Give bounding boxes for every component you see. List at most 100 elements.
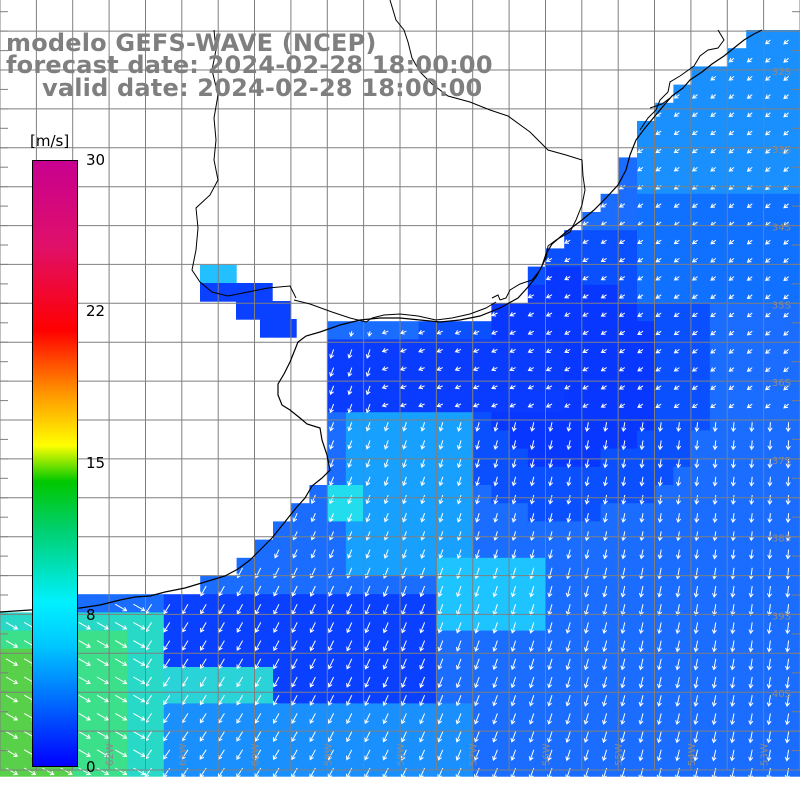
- wind-speed-cell: [564, 557, 583, 577]
- wind-arrow: [383, 513, 389, 523]
- wind-speed-cell: [509, 703, 529, 723]
- wind-arrow: [400, 731, 407, 743]
- wind-speed-cell: [728, 357, 747, 377]
- wind-arrow: [254, 622, 262, 633]
- wind-arrow: [694, 458, 700, 469]
- latitude-label: 32S: [772, 67, 791, 78]
- wind-arrow: [728, 112, 735, 118]
- wind-arrow: [620, 585, 626, 598]
- wind-speed-cell: [782, 66, 800, 86]
- wind-arrow: [454, 384, 462, 390]
- wind-speed-cell: [0, 703, 19, 723]
- wind-speed-cell: [746, 84, 765, 104]
- wind-arrow: [657, 531, 663, 542]
- wind-arrow: [582, 348, 589, 353]
- wind-speed-cell: [782, 48, 800, 67]
- wind-speed-cell: [273, 539, 292, 559]
- wind-speed-cell: [327, 758, 347, 777]
- wind-speed-cell: [436, 576, 456, 595]
- wind-arrow: [236, 731, 244, 742]
- wind-speed-cell: [273, 667, 292, 686]
- wind-arrow: [728, 312, 735, 318]
- wind-speed-cell: [364, 739, 383, 759]
- wind-arrow: [637, 312, 644, 317]
- wind-speed-cell: [673, 685, 693, 704]
- wind-arrow: [728, 148, 735, 154]
- wind-speed-cell: [254, 283, 273, 302]
- wind-speed-cell: [746, 394, 765, 413]
- wind-arrow: [767, 567, 772, 580]
- wind-speed-cell: [145, 667, 165, 686]
- wind-speed-cell: [145, 758, 165, 777]
- wind-speed-cell: [600, 339, 620, 359]
- wind-arrow: [455, 640, 462, 652]
- wind-speed-cell: [291, 667, 310, 686]
- wind-arrow: [600, 203, 607, 208]
- wind-arrow: [346, 585, 353, 597]
- wind-speed-cell: [236, 557, 256, 577]
- wind-arrow: [673, 367, 680, 372]
- wind-speed-cell: [600, 266, 620, 286]
- wind-speed-cell: [260, 319, 279, 338]
- wind-arrow: [728, 367, 735, 372]
- wind-arrow: [766, 749, 772, 762]
- wind-arrow: [637, 385, 644, 390]
- wind-arrow: [730, 567, 736, 580]
- wind-arrow: [618, 330, 626, 335]
- wind-speed-cell: [0, 685, 19, 704]
- latitude-label: 39S: [772, 611, 791, 622]
- wind-speed-cell: [673, 448, 693, 468]
- wind-arrow: [710, 112, 717, 117]
- wind-speed-cell: [691, 630, 711, 650]
- wind-speed-cell: [236, 758, 256, 777]
- wind-arrow: [382, 585, 389, 598]
- wind-speed-cell: [709, 284, 729, 304]
- wind-speed-cell: [418, 648, 438, 668]
- wind-arrow: [327, 694, 335, 706]
- wind-speed-cell: [764, 667, 784, 686]
- wind-speed-cell: [145, 703, 165, 723]
- wind-arrow: [474, 695, 480, 707]
- wind-arrow: [475, 513, 480, 523]
- wind-arrow: [691, 348, 698, 354]
- wind-speed-cell: [309, 576, 329, 595]
- wind-arrow: [602, 494, 608, 505]
- wind-arrow: [711, 640, 717, 653]
- wind-arrow: [400, 749, 407, 761]
- wind-speed-cell: [200, 576, 219, 595]
- wind-speed-cell: [782, 576, 800, 595]
- wind-arrow: [347, 385, 353, 396]
- wind-arrow: [365, 494, 371, 505]
- wind-arrow: [200, 676, 207, 688]
- wind-speed-cell: [764, 557, 784, 577]
- wind-speed-cell: [345, 739, 365, 759]
- wind-arrow: [675, 549, 681, 560]
- wind-arrow: [637, 294, 644, 299]
- wind-speed-cell: [709, 466, 729, 486]
- wind-speed-cell: [254, 539, 274, 559]
- wind-speed-cell: [600, 357, 620, 377]
- wind-arrow: [620, 713, 626, 725]
- wind-speed-cell: [746, 230, 765, 249]
- wind-arrow: [60, 767, 73, 776]
- wind-speed-cell: [527, 667, 547, 686]
- map-title-forecast-date: forecast date: 2024-02-28 18:00:00: [6, 51, 493, 79]
- wind-arrow: [728, 385, 735, 391]
- wind-speed-cell: [691, 503, 711, 522]
- wind-arrow: [133, 603, 146, 612]
- wind-arrow: [711, 658, 717, 671]
- wind-arrow: [748, 676, 754, 689]
- wind-arrow: [783, 330, 789, 336]
- wind-speed-cell: [272, 301, 291, 320]
- wind-arrow: [655, 403, 662, 408]
- wind-speed-cell: [655, 357, 674, 377]
- wind-speed-cell: [527, 557, 547, 577]
- wind-speed-cell: [436, 321, 456, 340]
- wind-arrow: [691, 257, 698, 263]
- wind-speed-cell: [473, 557, 492, 577]
- wind-speed-cell: [637, 321, 656, 340]
- wind-arrow: [329, 458, 335, 468]
- wind-speed-cell: [418, 394, 438, 413]
- wind-speed-cell: [728, 102, 747, 122]
- wind-arrow: [96, 640, 110, 648]
